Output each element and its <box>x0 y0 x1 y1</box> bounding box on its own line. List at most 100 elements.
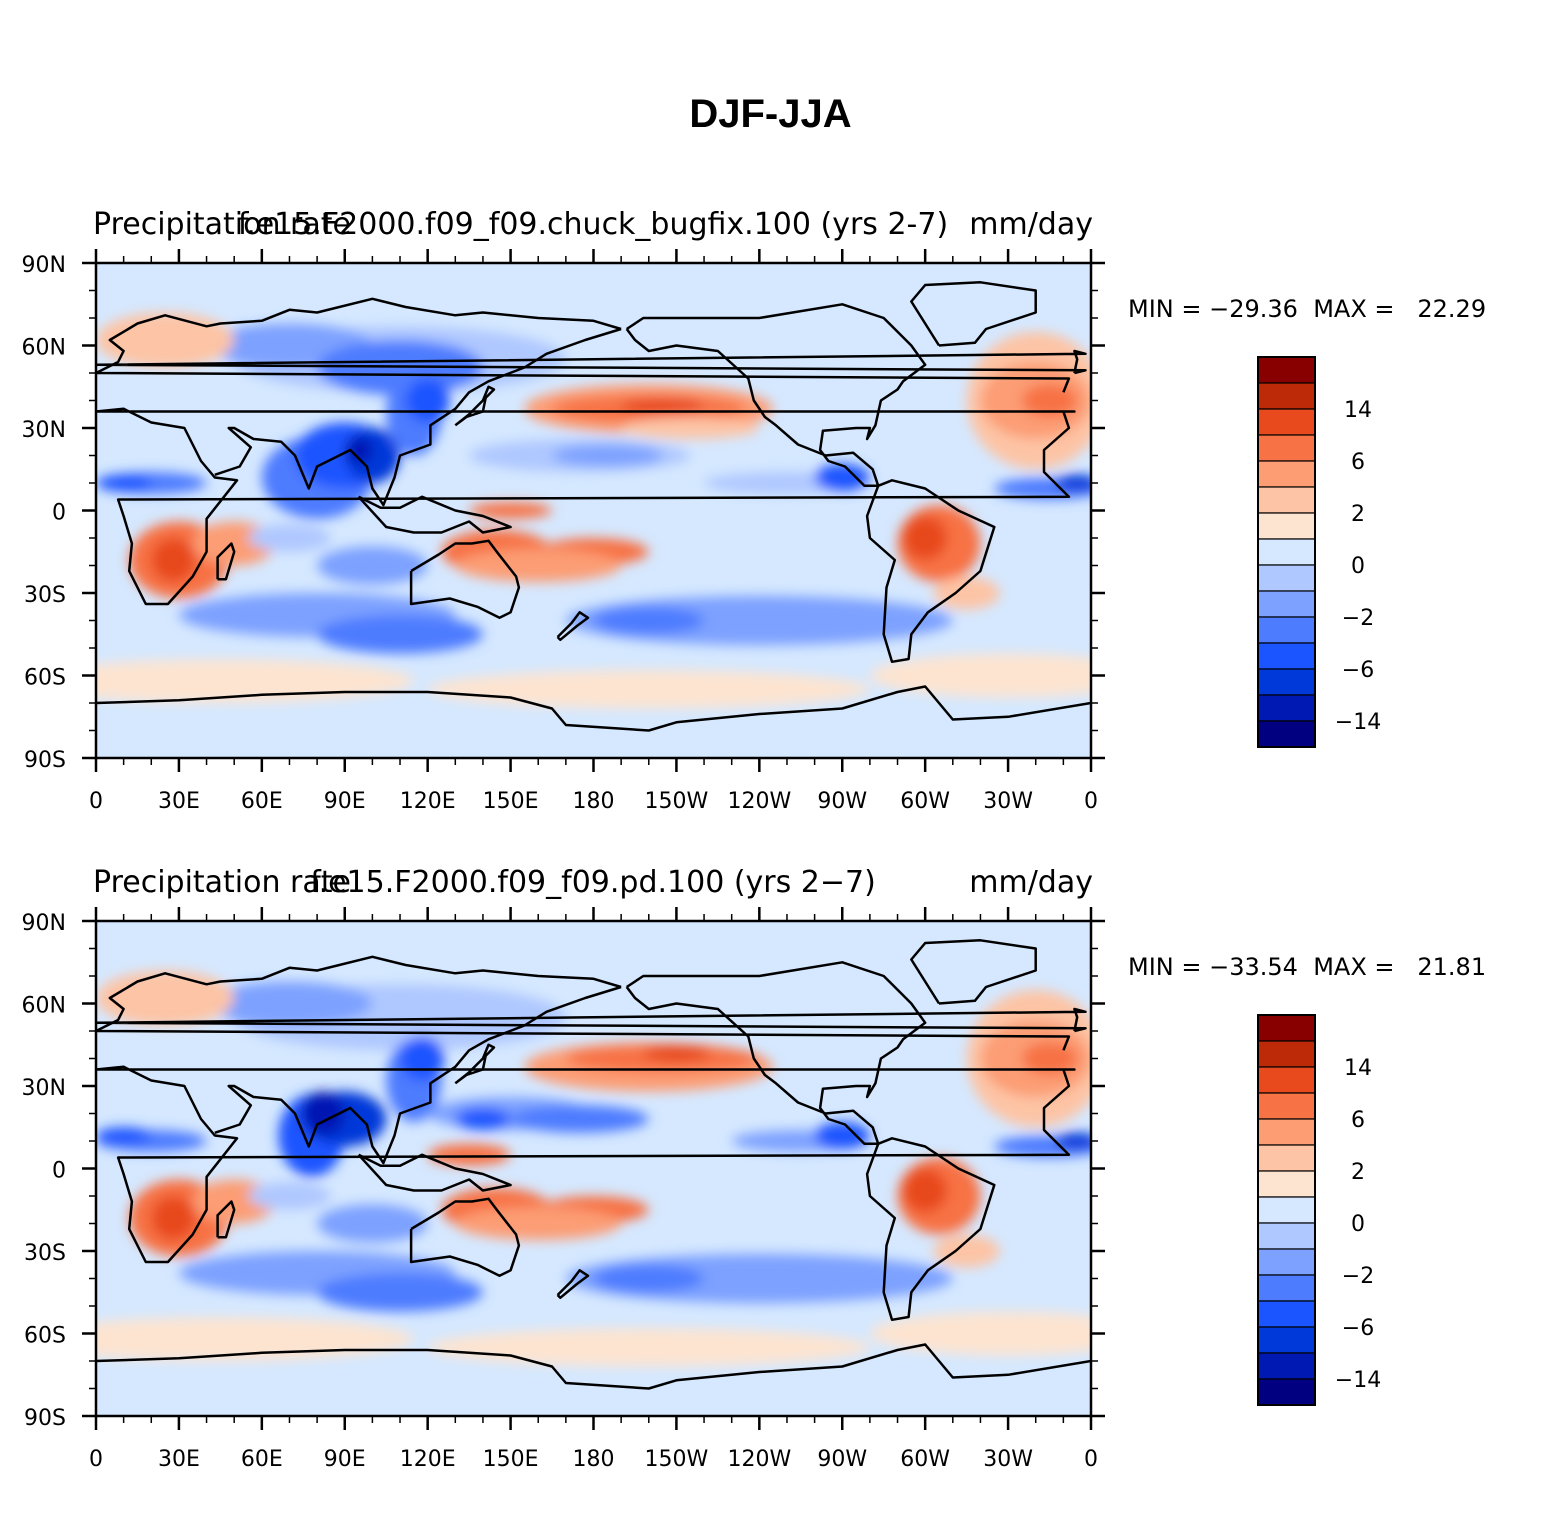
colorbar-label: 2 <box>1351 502 1365 527</box>
lon-label: 150E <box>483 789 539 814</box>
colorbar-label: −6 <box>1342 658 1374 683</box>
lon-label: 30E <box>158 1447 200 1472</box>
colorbar-box <box>1257 1378 1316 1406</box>
figure-title: DJF-JJA <box>689 92 852 136</box>
anomaly-contour <box>248 1182 331 1210</box>
coastline <box>357 495 512 534</box>
anomaly-contour <box>427 1143 511 1166</box>
map-panel-top: Precipitation rate f.e15.F2000.f09_f09.c… <box>0 195 1541 835</box>
coastline <box>96 407 1076 606</box>
lat-label: 30S <box>24 583 66 608</box>
coastline <box>454 1043 496 1085</box>
coastline <box>357 1153 512 1192</box>
coastline <box>865 479 996 664</box>
coastline <box>96 297 1071 393</box>
colorbar-box <box>1257 460 1316 488</box>
anomaly-contour <box>317 615 483 654</box>
colorbar-box <box>1257 356 1316 384</box>
anomaly-contour <box>400 1036 445 1081</box>
anomaly-contour <box>96 474 152 492</box>
lat-label: 90N <box>22 911 66 936</box>
colorbar-box <box>1257 1248 1316 1276</box>
lon-label: 0 <box>1084 789 1098 814</box>
colorbar-box <box>1257 590 1316 618</box>
colorbar-box <box>1257 1300 1316 1328</box>
colorbar-label: −2 <box>1342 606 1374 631</box>
colorbar-label: 0 <box>1351 554 1365 579</box>
anomaly-contour <box>300 1091 345 1136</box>
lat-label: 90N <box>22 253 66 278</box>
coastline <box>910 281 1037 347</box>
coastline <box>216 542 236 581</box>
lat-label: 90S <box>24 1406 66 1431</box>
lat-label: 30N <box>22 418 66 443</box>
colorbar-label: 6 <box>1351 450 1365 475</box>
max-value: 22.29 <box>1417 295 1487 323</box>
panel-title-units: mm/day <box>969 207 1093 242</box>
colorbar-box <box>1257 408 1316 436</box>
min-label: MIN = −33.54 <box>1128 953 1298 981</box>
lat-label: 90S <box>24 748 66 773</box>
coastline <box>96 955 1071 1051</box>
colorbar: 14 6 2 0 −2 −6 −14 <box>1257 1014 1381 1406</box>
colorbar-box <box>1257 1144 1316 1172</box>
colorbar-label: 2 <box>1351 1160 1365 1185</box>
lat-label: 30N <box>22 1076 66 1101</box>
anomaly-contour <box>469 502 553 519</box>
panel-title-case: f.e15.F2000.f09_f09.chuck_bugfix.100 (yr… <box>237 207 949 242</box>
anomaly-contour <box>96 1127 152 1144</box>
coastline <box>409 539 521 620</box>
anomaly-contour <box>621 397 705 415</box>
anomaly-contour <box>621 417 760 439</box>
colorbar-box <box>1257 1118 1316 1146</box>
anomaly-contour <box>455 549 622 582</box>
anomaly-contour <box>317 1273 483 1312</box>
coastline <box>865 1137 996 1322</box>
max-value: 21.81 <box>1417 953 1487 981</box>
colorbar-box <box>1257 668 1316 696</box>
anomaly-contour <box>96 970 235 1026</box>
anomaly-contour <box>248 524 331 552</box>
anomaly-contour <box>151 1196 196 1240</box>
coastline <box>216 1200 236 1239</box>
panel-title-variable: Precipitation rate <box>93 207 351 242</box>
colorbar-box <box>1257 1170 1316 1198</box>
max-label: MAX = <box>1313 953 1395 981</box>
anomaly-contour <box>593 1264 705 1293</box>
colorbar-label: −2 <box>1342 1264 1374 1289</box>
coastline <box>96 1343 1091 1390</box>
lon-label: 90W <box>817 789 867 814</box>
anomaly-contour <box>427 1328 870 1367</box>
anomaly-contour <box>933 576 1000 610</box>
colorbar-label: −6 <box>1342 1316 1374 1341</box>
colorbar-label: 6 <box>1351 1108 1365 1133</box>
anomaly-contour <box>1055 474 1091 492</box>
coastline <box>214 985 622 1165</box>
anomaly-contour <box>552 444 663 467</box>
map-plot: 90N 60N 30N 0 30S 60S 90S 0 30E 60E 90E 120E 150E 180… <box>22 249 1381 814</box>
lon-label: 30W <box>983 1447 1033 1472</box>
coastline <box>96 349 1087 375</box>
anomaly-contour <box>455 1207 622 1240</box>
anomaly-contour <box>510 1105 649 1133</box>
colorbar-box <box>1257 512 1316 540</box>
lon-label: 0 <box>89 1447 103 1472</box>
lat-label: 60N <box>22 336 66 361</box>
map-panel-bottom: Precipitation rate f.e15.F2000.f09_f09.p… <box>0 853 1541 1493</box>
colorbar-label: 14 <box>1344 1056 1372 1081</box>
lon-label: 60E <box>241 1447 283 1472</box>
colorbar-box <box>1257 1196 1316 1224</box>
coastline <box>910 939 1037 1005</box>
coastline <box>556 611 590 642</box>
colorbar-label: −14 <box>1335 710 1381 735</box>
colorbar-box <box>1257 720 1316 748</box>
colorbar: 14 6 2 0 −2 −6 −14 <box>1257 356 1381 748</box>
colorbar-box <box>1257 616 1316 644</box>
anomaly-contour <box>317 546 428 585</box>
lon-label: 120E <box>400 789 456 814</box>
coastline <box>96 685 1091 732</box>
colorbar-box <box>1257 538 1316 566</box>
lat-label: 30S <box>24 1241 66 1266</box>
lon-label: 0 <box>1084 1447 1098 1472</box>
coastline <box>96 1007 1087 1033</box>
